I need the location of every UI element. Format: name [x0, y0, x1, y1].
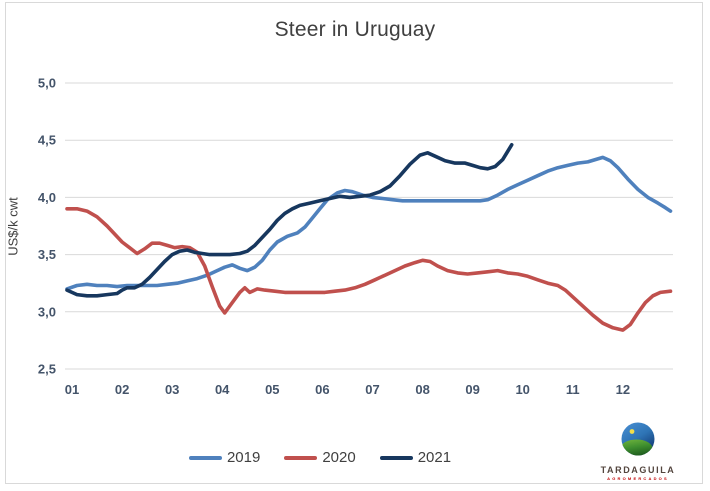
x-tick-label: 05 [265, 382, 279, 397]
x-tick-label: 02 [115, 382, 129, 397]
legend-item-2020[interactable]: 2020 [284, 449, 356, 466]
legend-label-2021: 2021 [417, 449, 452, 466]
x-tick-label: 12 [616, 382, 630, 397]
brand-logo: TARDAGUILA AGROMERCADOS [592, 421, 684, 481]
globe-hill-sun-icon [621, 422, 655, 456]
x-tick-label: 08 [415, 382, 429, 397]
y-tick-label: 3,0 [38, 304, 56, 319]
x-tick-label: 07 [365, 382, 379, 397]
x-tick-label: 11 [566, 382, 580, 397]
x-tick-label: 03 [165, 382, 179, 397]
legend: 2019 2020 2021 [0, 449, 640, 466]
brand-subtext: AGROMERCADOS [607, 476, 669, 481]
y-tick-label: 4,5 [38, 133, 56, 148]
legend-line-2019-icon [188, 455, 222, 460]
chart-title: Steer in Uruguay [274, 18, 436, 41]
y-tick-label: 4,0 [38, 190, 56, 205]
legend-item-2019[interactable]: 2019 [188, 449, 261, 466]
legend-item-2021[interactable]: 2021 [379, 449, 452, 466]
brand-name: TARDAGUILA [600, 465, 676, 475]
legend-label-2019: 2019 [226, 449, 261, 466]
x-tick-label: 09 [465, 382, 479, 397]
series-line-2021 [65, 143, 514, 298]
x-tick-label: 10 [515, 382, 529, 397]
legend-line-2021-icon [379, 455, 413, 460]
y-tick-label: 2,5 [38, 362, 56, 377]
x-tick-label: 01 [65, 382, 79, 397]
chart-frame [5, 2, 703, 484]
legend-line-2020-icon [284, 455, 318, 460]
x-tick-label: 06 [315, 382, 329, 397]
x-tick-label: 04 [215, 382, 230, 397]
y-tick-label: 5,0 [38, 76, 56, 91]
legend-label-2020: 2020 [322, 449, 356, 466]
series-line-2020 [65, 207, 673, 332]
y-tick-label: 3,5 [38, 247, 56, 262]
